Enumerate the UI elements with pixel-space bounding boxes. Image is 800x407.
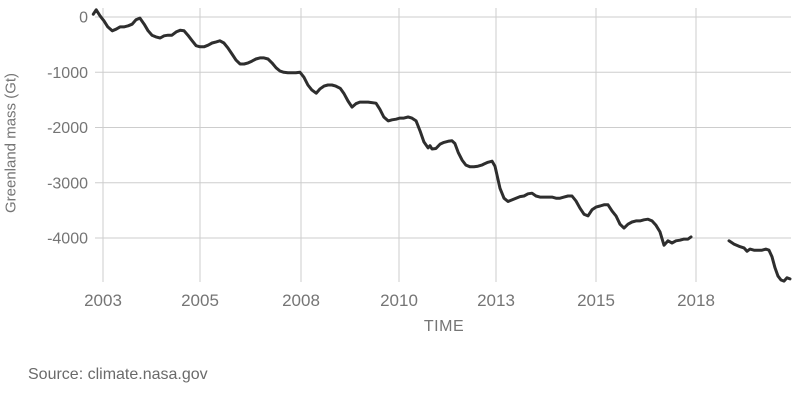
source-caption: Source: climate.nasa.gov [28, 366, 208, 383]
x-tick-label: 2013 [477, 291, 515, 310]
x-tick-label: 2010 [380, 291, 418, 310]
mass-line-series [91, 8, 693, 247]
x-tick-label: 2015 [577, 291, 615, 310]
mass-line-series [727, 239, 792, 283]
y-tick-label: 0 [79, 10, 88, 27]
x-axis-title: TIME [423, 318, 465, 335]
y-axis-title: Greenland mass (Gt) [2, 72, 20, 214]
y-tick-label: -1000 [47, 65, 88, 82]
x-tick-label: 2008 [282, 291, 320, 310]
y-tick-label: -4000 [47, 231, 88, 248]
x-tick-label: 2005 [181, 291, 219, 310]
y-tick-label: -3000 [47, 175, 88, 192]
x-tick-label: 2003 [84, 291, 122, 310]
y-tick-label: -2000 [47, 120, 88, 137]
x-tick-label: 2018 [677, 291, 715, 310]
